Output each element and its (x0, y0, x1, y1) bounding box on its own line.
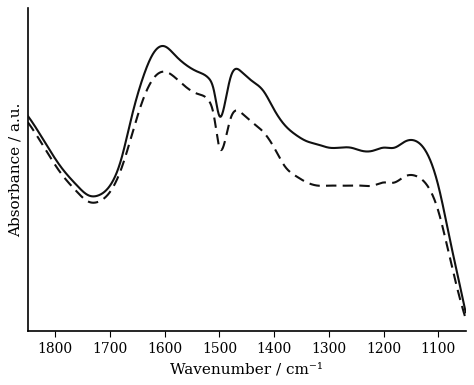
X-axis label: Wavenumber / cm⁻¹: Wavenumber / cm⁻¹ (170, 363, 323, 377)
Y-axis label: Absorbance / a.u.: Absorbance / a.u. (9, 103, 22, 237)
